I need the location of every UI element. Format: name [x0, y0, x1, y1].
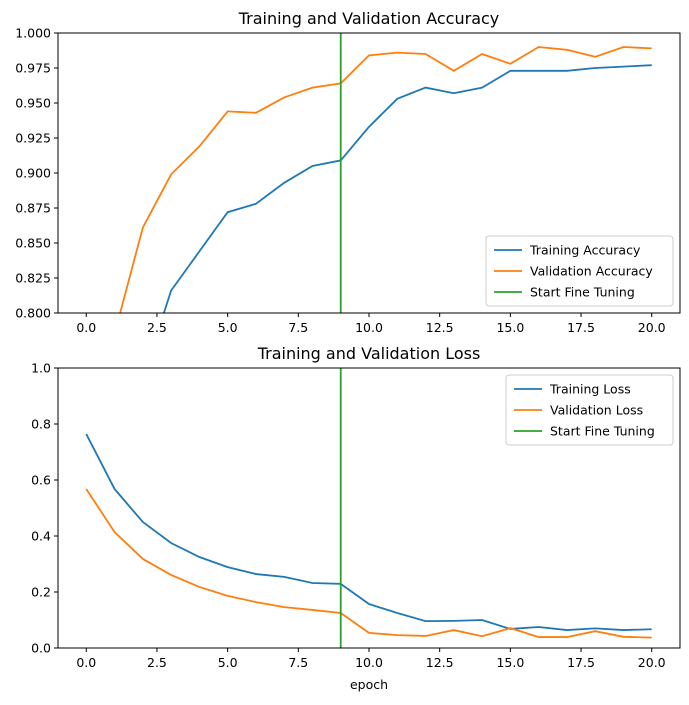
axes-frame [57, 32, 681, 314]
legend-box [485, 235, 674, 307]
x-axis-label: epoch [350, 677, 388, 692]
y-tick-label: 0.800 [15, 306, 51, 321]
chart-title: Training and Validation Loss [257, 344, 481, 363]
x-tick-label: 10.0 [355, 655, 383, 670]
x-tick-label: 7.5 [288, 655, 308, 670]
x-tick-label: 5.0 [218, 655, 238, 670]
legend: Training Accuracy Validation Accuracy Star… [485, 235, 674, 307]
y-tick-label: 0.6 [31, 473, 51, 488]
y-tick-label: 0.925 [15, 131, 51, 146]
x-tick-label: 12.5 [426, 320, 454, 335]
legend-label: Training Accuracy [529, 243, 641, 258]
y-tick-label: 0.975 [15, 61, 51, 76]
legend-label: Validation Accuracy [530, 264, 653, 279]
series-line-validation-loss [85, 488, 652, 639]
x-tick-label: 15.0 [496, 655, 524, 670]
y-tick-label: 0.850 [15, 236, 51, 251]
y-tick-label: 0.8 [31, 417, 51, 432]
x-tick-label: 17.5 [567, 655, 595, 670]
x-tick-label: 20.0 [638, 655, 666, 670]
series-line-validation-accuracy [119, 46, 652, 313]
axes-frame [57, 367, 681, 649]
x-tick-label: 2.5 [147, 655, 167, 670]
y-tick-label: 0.900 [15, 166, 51, 181]
x-tick-label: 2.5 [147, 320, 167, 335]
series-line-training-accuracy [162, 64, 652, 313]
chart-title: Training and Validation Accuracy [238, 9, 500, 28]
legend-label: Training Loss [549, 382, 631, 397]
legend-label: Start Fine Tuning [530, 285, 635, 300]
y-tick-label: 1.000 [15, 26, 51, 41]
legend-box [505, 374, 674, 446]
y-tick-label: 0.4 [31, 529, 51, 544]
series-line-training-loss [85, 433, 652, 631]
x-tick-label: 0.0 [76, 320, 96, 335]
chart-1: Training and Validation Loss 0.0 2.5 5.0 7.5… [31, 344, 681, 692]
y-tick-label: 0.825 [15, 271, 51, 286]
x-tick-label: 12.5 [426, 655, 454, 670]
chart-0: Training and Validation Accuracy 0.0 2.5 5.… [15, 9, 681, 335]
x-tick-label: 10.0 [355, 320, 383, 335]
y-tick-label: 0.0 [31, 641, 51, 656]
y-tick-label: 1.0 [31, 361, 51, 376]
x-tick-label: 15.0 [496, 320, 524, 335]
y-tick-label: 0.950 [15, 96, 51, 111]
y-tick-label: 0.2 [31, 585, 51, 600]
x-tick-label: 0.0 [76, 655, 96, 670]
x-tick-label: 5.0 [218, 320, 238, 335]
x-tick-label: 20.0 [638, 320, 666, 335]
legend-label: Start Fine Tuning [550, 424, 655, 439]
y-tick-label: 0.875 [15, 201, 51, 216]
legend: Training Loss Validation Loss Start Fine T… [505, 374, 674, 446]
x-tick-label: 7.5 [288, 320, 308, 335]
legend-label: Validation Loss [550, 403, 643, 418]
x-tick-label: 17.5 [567, 320, 595, 335]
